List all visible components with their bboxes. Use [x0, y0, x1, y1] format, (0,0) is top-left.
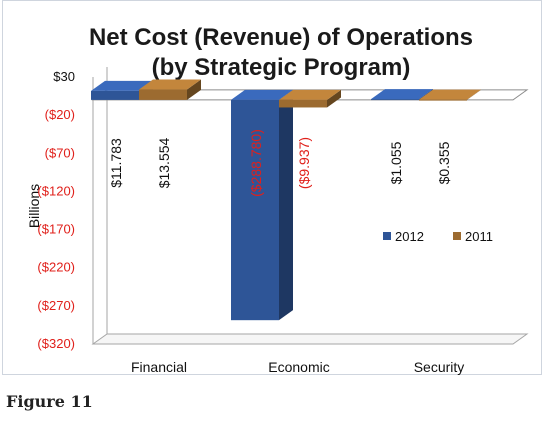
legend-swatch: [383, 232, 391, 240]
data-label: $11.783: [108, 138, 124, 188]
data-label: $1.055: [388, 141, 404, 184]
y-tick-label: ($270): [37, 298, 75, 313]
y-tick-label: ($70): [45, 145, 75, 160]
x-tick-label: Security: [414, 359, 465, 375]
legend: 2012 2011: [383, 229, 493, 244]
y-tick-label: ($320): [37, 336, 75, 351]
bar-2012-economic: [231, 89, 293, 321]
bar-top: [91, 80, 153, 91]
bar-front: [371, 99, 419, 101]
legend-label: 2012: [395, 229, 424, 244]
bar-front: [419, 99, 467, 101]
bar-2011-economic: [279, 89, 341, 108]
bar-side: [279, 89, 293, 321]
bar-side: [187, 79, 201, 100]
bar-chart: Net Cost (Revenue) of Operations (by Str…: [26, 24, 529, 375]
y-tick-label: ($220): [37, 260, 75, 275]
legend-swatch: [453, 232, 461, 240]
bar-front: [139, 89, 187, 100]
bar-2011-security: [419, 89, 481, 101]
bar-front: [279, 99, 327, 108]
bar-top: [279, 89, 341, 100]
x-tick-label: Economic: [268, 359, 329, 375]
bar-side: [327, 89, 341, 108]
y-tick-label: $30: [53, 69, 75, 84]
bar-2011-financial: [139, 79, 201, 100]
bar-top: [139, 79, 201, 90]
y-tick-label: ($20): [45, 107, 75, 122]
bar-top: [231, 89, 293, 100]
bar-top: [419, 89, 481, 100]
x-tick-label: Financial: [131, 359, 187, 375]
chart-frame: Net Cost (Revenue) of Operations (by Str…: [2, 0, 542, 375]
bar-side: [467, 89, 481, 100]
y-tick-label: ($170): [37, 222, 75, 237]
figure-caption: Figure 11: [6, 392, 93, 411]
chart-title-line2: (by Strategic Program): [152, 54, 411, 81]
bar-front: [231, 99, 279, 321]
data-label: $13.554: [156, 137, 172, 188]
y-axis-label: Billions: [26, 184, 42, 228]
legend-label: 2011: [465, 229, 493, 244]
plot-area: $30 ($20) ($70) ($120) ($170) ($220) ($270) ($3…: [37, 67, 529, 375]
y-tick-label: ($120): [37, 183, 75, 198]
bar-front: [91, 90, 139, 100]
data-label: ($288.780): [248, 129, 264, 197]
data-label: $0.355: [436, 141, 452, 184]
floor: [91, 333, 529, 345]
chart-title-line1: Net Cost (Revenue) of Operations: [89, 24, 473, 51]
data-label: ($9.937): [296, 137, 312, 189]
bar-top: [371, 89, 433, 100]
